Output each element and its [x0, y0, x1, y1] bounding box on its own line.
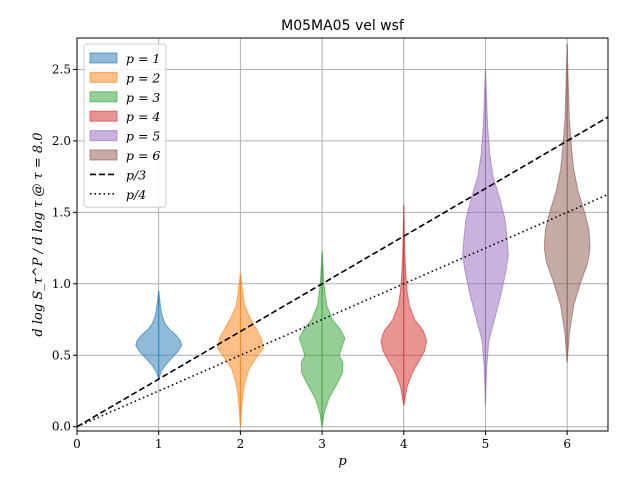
y-tick-label: 1.0 — [52, 277, 71, 291]
x-tick-label: 4 — [400, 437, 408, 451]
x-tick-label: 2 — [237, 437, 245, 451]
legend-swatch-p3 — [89, 91, 118, 103]
legend-label-p5: p = 5 — [126, 129, 160, 144]
chart-title: M05MA05 vel wsf — [281, 18, 405, 34]
legend-label-p6: p = 6 — [126, 148, 160, 163]
x-tick-label: 0 — [73, 437, 81, 451]
legend-label-p4: p = 4 — [126, 109, 160, 124]
y-tick-label: 2.0 — [52, 134, 71, 148]
x-axis-label: p — [338, 454, 347, 469]
x-tick-label: 3 — [318, 437, 326, 451]
legend-swatch-p1 — [89, 52, 118, 64]
x-axis-ticks: 0 1 2 3 4 5 6 — [73, 431, 571, 451]
y-axis-label: d log S_τ^P / d log τ @ τ = 8.0 — [31, 132, 46, 336]
legend: p = 1 p = 2 p = 3 p = 4 p = 5 p = 6 p/3 p/4 — [83, 43, 167, 208]
legend-label-dashed: p/3 — [126, 167, 146, 182]
violin-plots — [135, 43, 591, 427]
x-tick-label: 6 — [563, 437, 571, 451]
y-tick-label: 1.5 — [52, 205, 71, 219]
legend-box — [83, 43, 167, 208]
x-tick-label: 1 — [155, 437, 163, 451]
x-tick-label: 5 — [482, 437, 490, 451]
legend-label-dotted: p/4 — [126, 187, 146, 202]
y-tick-label: 0.0 — [52, 420, 71, 434]
reference-line-dotted — [76, 193, 609, 428]
y-axis-ticks: 0.0 0.5 1.0 1.5 2.0 2.5 — [52, 62, 77, 434]
legend-swatch-p5 — [89, 130, 118, 142]
legend-swatch-p2 — [89, 71, 118, 83]
y-tick-label: 2.5 — [52, 62, 71, 76]
legend-swatch-p6 — [89, 149, 118, 161]
legend-label-p1: p = 1 — [126, 51, 160, 66]
legend-label-p3: p = 3 — [126, 90, 160, 105]
reference-line-dashed — [76, 116, 609, 428]
y-tick-label: 0.5 — [52, 348, 71, 362]
reference-lines — [76, 116, 609, 428]
plot-frame — [76, 37, 609, 432]
legend-swatch-p4 — [89, 110, 118, 122]
legend-label-p2: p = 2 — [126, 70, 160, 85]
